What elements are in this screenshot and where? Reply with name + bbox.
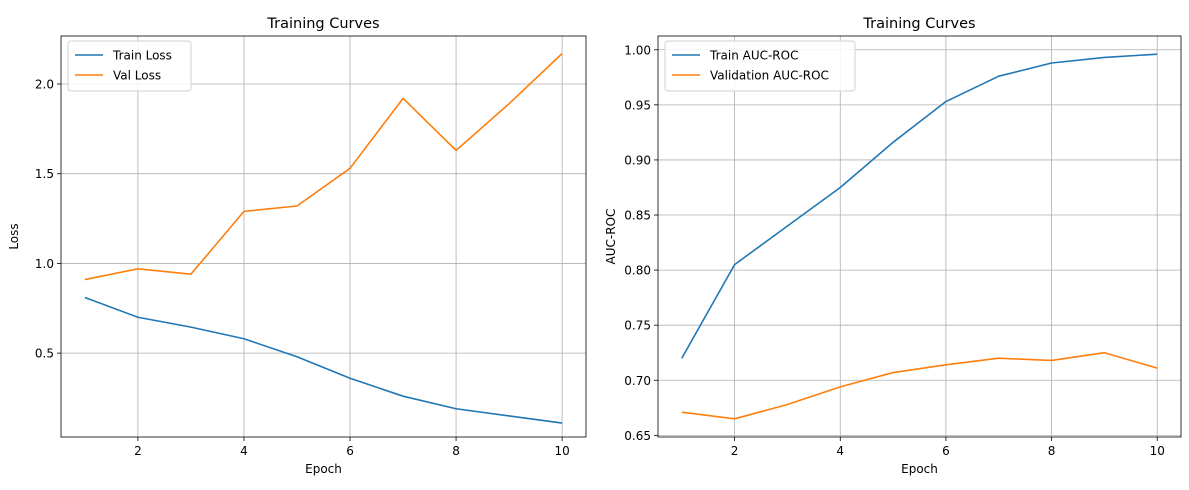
chart-title: Training Curves <box>862 16 975 32</box>
legend-label: Val Loss <box>113 69 161 83</box>
series-line-train-loss <box>84 296 563 424</box>
chart-title: Training Curves <box>266 16 379 32</box>
legend-label: Train Loss <box>112 49 172 63</box>
x-axis-title: Epoch <box>901 462 938 476</box>
x-tick-label: 4 <box>836 444 844 458</box>
x-tick-label: 2 <box>134 444 142 458</box>
y-tick-label: 1.5 <box>35 167 54 181</box>
series-line-validation-auc-roc <box>681 351 1158 420</box>
x-tick-label: 8 <box>1048 444 1056 458</box>
y-tick-label: 1.0 <box>35 257 54 271</box>
series-line-train-auc-roc <box>681 53 1158 359</box>
x-tick-label: 6 <box>942 444 950 458</box>
axes-frame <box>60 35 587 438</box>
x-tick-label: 4 <box>240 444 248 458</box>
chart-panel-1: 2 4 6 8 10 0.5 1.0 1.5 2.0 Training Curves Epoch Lo… <box>7 16 587 476</box>
y-tick-label: 1.00 <box>624 43 651 57</box>
y-axis-title: AUC-ROC <box>604 209 618 265</box>
legend-label: Train AUC-ROC <box>709 49 798 63</box>
y-tick-label: 0.90 <box>624 153 651 167</box>
chart-panel-2: 2 4 6 8 10 0.65 0.70 0.75 0.80 0.85 0.90 0.95 1.00 Tr… <box>604 16 1182 476</box>
y-tick-label: 0.95 <box>624 98 651 112</box>
x-tick-label: 10 <box>1150 444 1165 458</box>
series-line-val-loss <box>84 52 563 281</box>
y-axis-title: Loss <box>7 223 21 249</box>
x-tick-label: 2 <box>731 444 739 458</box>
x-tick-label: 8 <box>452 444 460 458</box>
y-tick-label: 0.85 <box>624 209 651 223</box>
axes-frame <box>657 35 1182 438</box>
y-tick-label: 0.80 <box>624 264 651 278</box>
x-tick-label: 6 <box>346 444 354 458</box>
legend-label: Validation AUC-ROC <box>710 69 829 83</box>
y-tick-label: 0.70 <box>624 374 651 388</box>
legend-box <box>664 40 856 92</box>
x-axis-title: Epoch <box>305 462 342 476</box>
x-tick-label: 10 <box>554 444 569 458</box>
y-tick-label: 0.5 <box>35 347 54 361</box>
legend-box <box>67 40 192 92</box>
grid-lines <box>61 36 586 437</box>
y-tick-label: 0.75 <box>624 319 651 333</box>
legend: Train Loss Val Loss <box>67 40 192 92</box>
y-tick-label: 2.0 <box>35 77 54 91</box>
legend: Train AUC-ROC Validation AUC-ROC <box>664 40 856 92</box>
y-tick-label: 0.65 <box>624 429 651 443</box>
grid-lines <box>658 36 1181 437</box>
